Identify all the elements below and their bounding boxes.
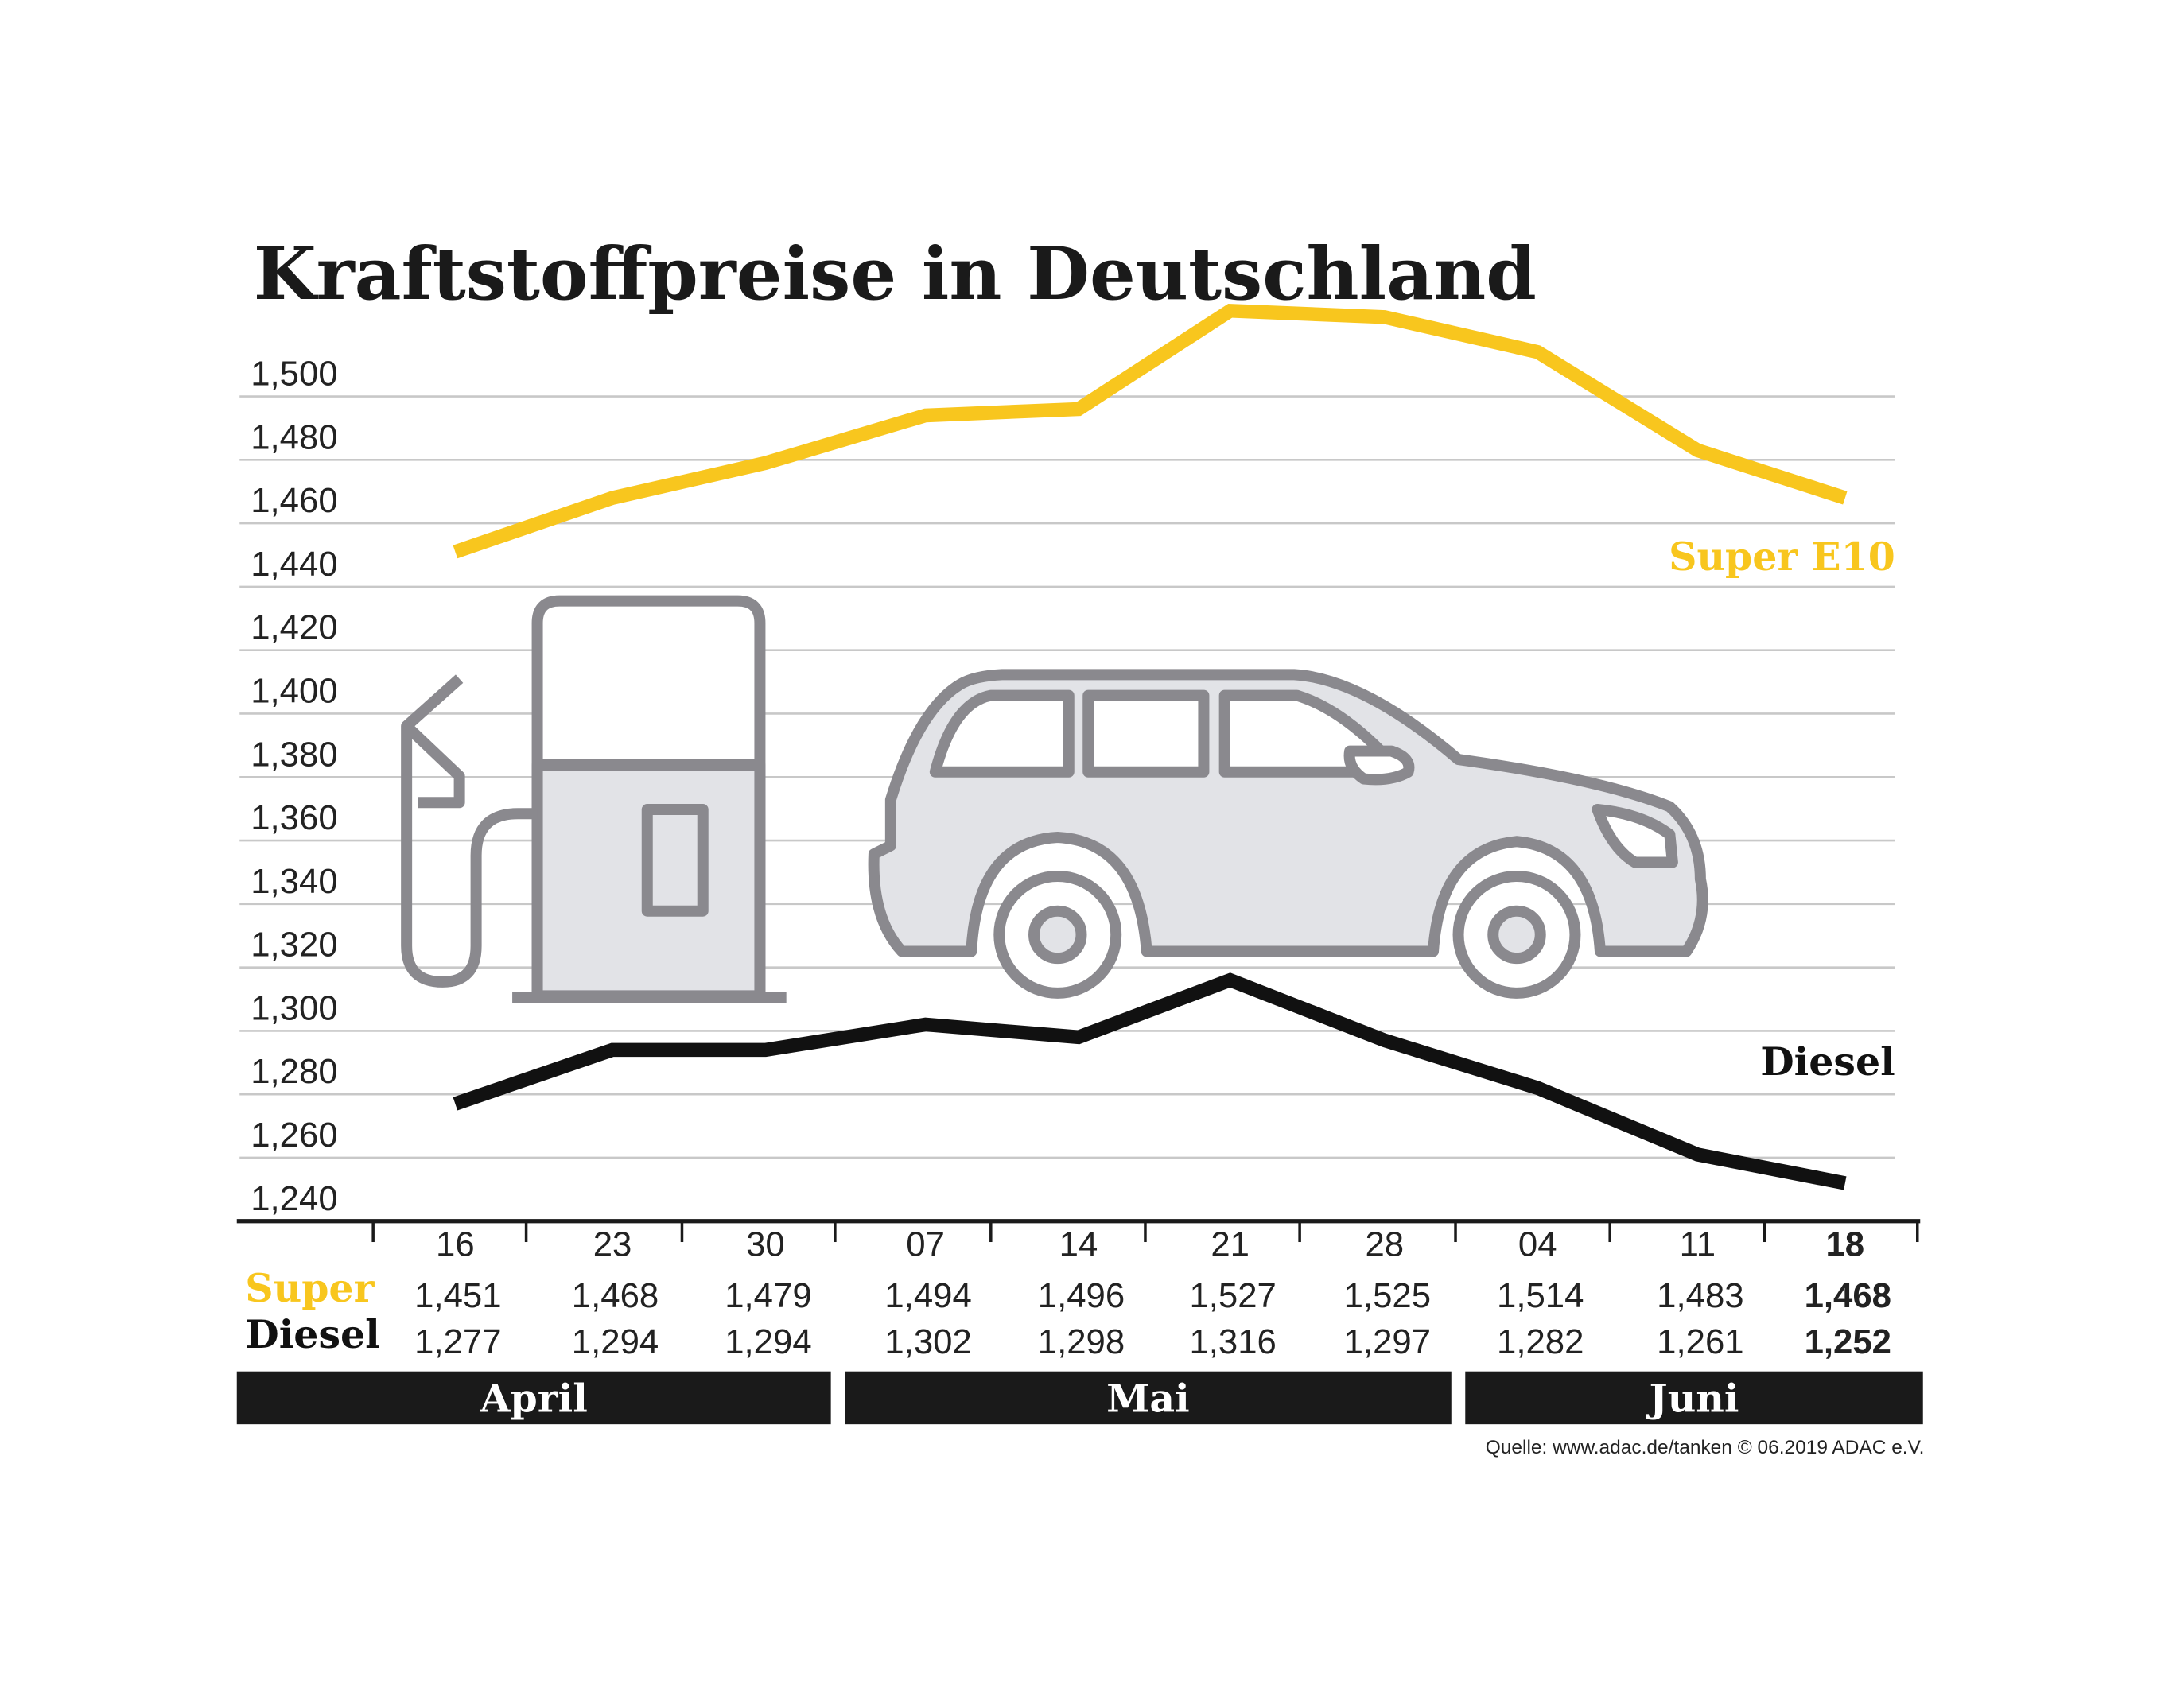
table-value-super: 1,496	[1038, 1276, 1125, 1315]
y-tick-label: 1,300	[251, 988, 337, 1027]
y-tick-label: 1,340	[251, 862, 337, 901]
table-value-diesel: 1,261	[1657, 1322, 1743, 1361]
y-tick-label: 1,320	[251, 926, 337, 965]
y-tick-label: 1,360	[251, 798, 337, 837]
table-value-super: 1,468	[1805, 1276, 1891, 1315]
x-tick-label: 18	[1825, 1225, 1864, 1264]
y-tick-label: 1,480	[251, 417, 337, 456]
table-value-super: 1,527	[1189, 1276, 1276, 1315]
table-value-super: 1,525	[1344, 1276, 1431, 1315]
table-value-diesel: 1,277	[414, 1322, 501, 1361]
series-line-diesel	[453, 972, 1847, 1190]
table-value-diesel: 1,252	[1805, 1322, 1891, 1361]
legend-super-e10: Super E10	[1669, 534, 1895, 580]
table-value-diesel: 1,298	[1038, 1322, 1125, 1361]
x-tick-label: 23	[593, 1225, 632, 1264]
y-tick-label: 1,280	[251, 1052, 337, 1091]
fuel-pump-icon	[401, 595, 787, 1003]
table-value-super: 1,494	[884, 1276, 971, 1315]
y-tick-label: 1,240	[251, 1179, 337, 1218]
table-value-super: 1,468	[572, 1276, 659, 1315]
table-value-super: 1,514	[1497, 1276, 1584, 1315]
table-value-diesel: 1,302	[884, 1322, 971, 1361]
y-tick-label: 1,460	[251, 481, 337, 520]
y-tick-label: 1,420	[251, 608, 337, 647]
table-value-super: 1,483	[1657, 1276, 1743, 1315]
series-line-super	[453, 303, 1848, 559]
y-tick-label: 1,400	[251, 671, 337, 710]
car-icon	[868, 669, 1708, 999]
x-tick-label: 04	[1518, 1225, 1557, 1264]
table-value-super: 1,479	[725, 1276, 811, 1315]
month-label: Juni	[1646, 1375, 1739, 1421]
x-tick-label: 07	[906, 1225, 945, 1264]
month-bars: April Mai Juni	[236, 1371, 1923, 1425]
row-label-super: Super	[245, 1265, 375, 1311]
x-tick-label: 11	[1680, 1225, 1716, 1264]
month-bar	[1465, 1371, 1923, 1425]
month-label: April	[480, 1375, 588, 1421]
illustration	[401, 595, 1708, 1003]
table-value-diesel: 1,297	[1344, 1322, 1431, 1361]
month-bar	[845, 1371, 1452, 1425]
table-value-diesel: 1,316	[1189, 1322, 1276, 1361]
y-tick-label: 1,380	[251, 735, 337, 774]
x-tick-label: 30	[746, 1225, 785, 1264]
legend-diesel: Diesel	[1760, 1038, 1895, 1085]
chart-title: Kraftstoffpreise in Deutschland	[254, 232, 1537, 316]
x-tick-label: 28	[1366, 1225, 1405, 1264]
month-label: Mai	[1106, 1375, 1190, 1421]
table-value-diesel: 1,294	[725, 1322, 811, 1361]
table-value-diesel: 1,294	[572, 1322, 659, 1361]
y-tick-label: 1,500	[251, 355, 337, 394]
x-tick-label: 21	[1211, 1225, 1250, 1264]
x-tick-label: 14	[1059, 1225, 1098, 1264]
y-tick-label: 1,260	[251, 1116, 337, 1155]
x-ticks: 16 23 30 07 14 21 28 04 11 18	[371, 1221, 1919, 1264]
x-tick-label: 16	[436, 1225, 475, 1264]
row-label-diesel: Diesel	[245, 1311, 380, 1357]
source-note: Quelle: www.adac.de/tanken © 06.2019 ADA…	[1486, 1437, 1925, 1458]
table-value-diesel: 1,282	[1497, 1322, 1584, 1361]
month-bar	[236, 1371, 831, 1425]
y-tick-label: 1,440	[251, 545, 337, 584]
table-value-super: 1,451	[414, 1276, 501, 1315]
value-table: Super Diesel 1,451 1,468 1,479 1,494 1,496 1,…	[245, 1265, 1891, 1361]
series-lines	[453, 303, 1848, 1190]
